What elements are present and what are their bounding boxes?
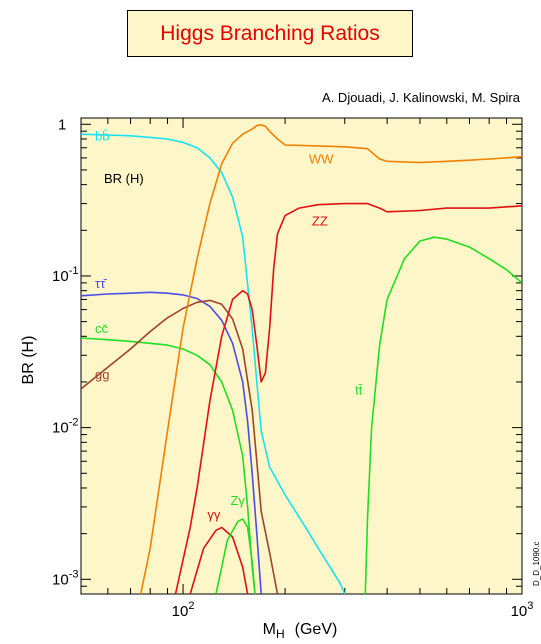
- y-tick-exp: -3: [69, 568, 79, 580]
- y-tick-label: 10-2: [52, 417, 78, 437]
- chart-title: Higgs Branching Ratios: [127, 10, 413, 57]
- series-line-0: [81, 133, 346, 594]
- figure-id: D_D_1090.c: [532, 542, 541, 586]
- series-label-5: Zγ: [230, 493, 245, 508]
- series-line-5: [215, 518, 256, 594]
- y-tick-label: 10-1: [52, 265, 78, 285]
- series-label-4: γγ: [207, 507, 221, 522]
- y-tick-base: 10: [52, 571, 69, 588]
- x-axis-title-sub: H: [276, 627, 285, 641]
- series-line-2: [81, 337, 256, 594]
- y-tick-base: 1: [58, 116, 66, 133]
- y-tick-exp: -2: [69, 417, 79, 429]
- x-axis-title: MH (GeV): [263, 621, 338, 641]
- y-axis-title: BR (H): [20, 336, 37, 385]
- series-line-7: [174, 202, 522, 594]
- series-label-2: cc̄: [95, 321, 109, 336]
- plot-area: [80, 117, 523, 595]
- series-label-6: WW: [309, 152, 334, 167]
- x-tick-base: 10: [511, 603, 528, 620]
- series-label-8: tt̄: [355, 383, 363, 398]
- series-label-1: ττ̄: [95, 276, 107, 291]
- y-tick-exp: -1: [69, 265, 79, 277]
- x-tick-label: 102: [172, 600, 195, 620]
- series-line-4: [189, 526, 249, 594]
- y-tick-label: 10-3: [52, 568, 78, 588]
- y-tick-base: 10: [52, 420, 69, 437]
- br-annotation: BR (H): [104, 171, 144, 186]
- series-line-6: [139, 124, 522, 594]
- x-tick-base: 10: [172, 603, 189, 620]
- x-tick-exp: 3: [527, 600, 533, 612]
- series-label-layer: bb̄ ττ̄ cc̄ gg γγ Zγ WW ZZ tt̄: [95, 129, 363, 522]
- series-label-3: gg: [95, 367, 109, 382]
- x-tick-exp: 2: [188, 600, 194, 612]
- series-label-0: bb̄: [95, 129, 109, 144]
- x-tick-label: 103: [511, 600, 534, 620]
- credit-text: A. Djouadi, J. Kalinowski, M. Spira: [322, 90, 521, 105]
- series-line-3: [81, 299, 279, 594]
- series-line-8: [364, 236, 522, 594]
- x-axis-title-main: M: [263, 621, 276, 638]
- y-tick-base: 10: [52, 268, 69, 285]
- x-axis-title-unit: (GeV): [295, 621, 338, 638]
- y-tick-label: 1: [58, 116, 66, 133]
- series-line-1: [81, 291, 262, 594]
- series-layer: [81, 124, 522, 594]
- series-label-7: ZZ: [312, 214, 328, 229]
